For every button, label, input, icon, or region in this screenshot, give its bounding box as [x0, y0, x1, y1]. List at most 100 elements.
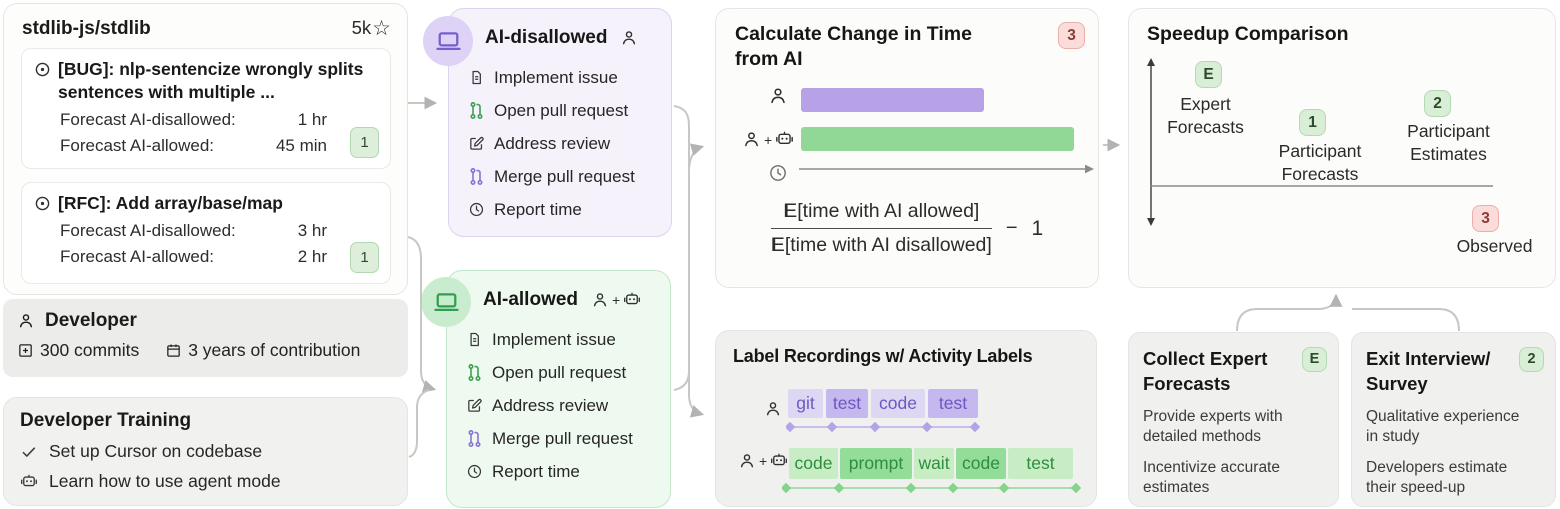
human-plus-ai-actor: +: [738, 452, 788, 470]
issue-header: [BUG]: nlp-sentencize wrongly splits sen…: [34, 58, 378, 104]
condition-title: AI-allowed: [483, 289, 579, 310]
condition-header: AI-allowed +: [447, 271, 670, 311]
robot-icon: [770, 452, 788, 470]
human-actor: [620, 29, 638, 47]
forecast-label: Forecast AI-disallowed:: [60, 110, 236, 129]
ai-disallowed-card: AI-disallowed Implement issue Open pull …: [423, 8, 672, 237]
issue-title: [RFC]: Add array/base/map: [58, 193, 283, 213]
ai-allowed-card: AI-allowed + Implement issue Open pull r…: [421, 270, 671, 508]
workflow-step: Report time: [466, 455, 670, 488]
plus-square-icon: [17, 342, 34, 359]
edit-icon: [468, 135, 485, 152]
person-icon: [742, 130, 761, 149]
exit-interview-card: Exit Interview/ 2 Survey Qualitative exp…: [1351, 332, 1556, 507]
card-title-line: Exit Interview/: [1366, 348, 1491, 369]
formula-fraction: E[time with AI allowed] E[time with AI d…: [770, 200, 992, 257]
forecast-value: 3 hr: [297, 221, 327, 240]
panel-title: Label Recordings w/ Activity Labels: [733, 346, 1033, 366]
step-label: Merge pull request: [492, 428, 633, 448]
commits-text: 300 commits: [40, 340, 140, 360]
activity-segment: test: [1008, 448, 1073, 479]
speedup-formula: E[time with AI allowed] E[time with AI d…: [732, 200, 1082, 257]
numerator-text: [time with AI allowed]: [797, 200, 980, 222]
laptop-badge: [421, 277, 471, 327]
participant-estimate-badge: 2: [1424, 90, 1451, 117]
person-icon: [738, 452, 756, 470]
expectation-symbol: E: [770, 234, 784, 256]
workflow-step: Report time: [468, 193, 671, 226]
person-icon: [764, 400, 782, 418]
human-timeline: [786, 421, 981, 433]
repo-header: stdlib-js/stdlib 5k ☆: [4, 4, 407, 40]
plus-icon: +: [764, 131, 773, 148]
developer-stats: 300 commits 3 years of contribution: [17, 340, 394, 361]
workflow-step: Address review: [466, 389, 670, 422]
training-item-text: Set up Cursor on codebase: [49, 441, 263, 461]
activity-segment: test: [826, 389, 868, 418]
workflow-step: Merge pull request: [468, 160, 671, 193]
step-label: Report time: [492, 461, 580, 481]
step-label: Address review: [492, 395, 609, 415]
merge-icon: [466, 430, 483, 447]
repo-title: stdlib-js/stdlib: [22, 18, 151, 39]
pull-request-icon: [468, 102, 485, 119]
document-icon: [468, 69, 485, 86]
denominator-text: [time with AI disallowed]: [784, 234, 992, 256]
expert-badge: E: [1302, 347, 1327, 372]
plus-icon: +: [759, 453, 768, 469]
contribution-text: 3 years of contribution: [188, 340, 361, 360]
forecast-value: 2 hr: [297, 247, 327, 266]
card-paragraph: Developers estimate their speed-up: [1366, 459, 1508, 496]
step-3-badge: 3: [1058, 22, 1085, 49]
participant-forecast-label: Participant Forecasts: [1278, 141, 1362, 184]
forecast-value: 45 min: [275, 136, 327, 155]
card-title-line: Collect Expert: [1143, 348, 1268, 369]
condition-header: AI-disallowed: [449, 9, 671, 49]
ai-timeline: [782, 482, 1082, 494]
step-label: Merge pull request: [494, 166, 635, 186]
issue-count-badge: 1: [350, 242, 379, 273]
clock-icon: [768, 163, 788, 183]
workflow-step: Implement issue: [466, 323, 670, 356]
condition-title: AI-disallowed: [485, 27, 608, 48]
activity-segment: wait: [914, 448, 954, 479]
clock-icon: [468, 201, 485, 218]
calculate-change-panel: Calculate Change in Time from AI 3 + E[t…: [715, 8, 1099, 288]
workflow-step: Implement issue: [468, 61, 671, 94]
issue-open-icon: [34, 195, 51, 215]
forecast-row: Forecast AI-disallowed: 1 hr: [34, 110, 378, 130]
expert-forecast-label: Expert Forecasts: [1167, 94, 1244, 137]
training-item: Learn how to use agent mode: [20, 471, 391, 492]
ai-activity-segments: code prompt wait code test: [789, 448, 1073, 479]
person-icon: [768, 86, 788, 106]
issue-title: [BUG]: nlp-sentencize wrongly splits sen…: [58, 59, 364, 102]
issue-header: [RFC]: Add array/base/map: [34, 192, 378, 215]
collect-expert-forecasts-card: Collect Expert E Forecasts Provide exper…: [1128, 332, 1339, 507]
activity-segment: test: [928, 389, 978, 418]
activity-segment: code: [871, 389, 925, 418]
comparison-axes: [1147, 58, 1493, 226]
issue-open-icon: [34, 61, 51, 104]
human-plus-ai-actor: +: [591, 291, 641, 309]
forecast-row: Forecast AI-allowed: 2 hr: [34, 247, 378, 267]
card-paragraph: Incentivize accurate estimates: [1143, 459, 1280, 496]
laptop-badge: [423, 16, 473, 66]
step-label: Open pull request: [494, 100, 629, 120]
issue-card-bug: [BUG]: nlp-sentencize wrongly splits sen…: [21, 48, 391, 169]
repo-star-count: 5k ☆: [352, 17, 391, 39]
workflow-step: Merge pull request: [466, 422, 670, 455]
forecast-label: Forecast AI-allowed:: [60, 247, 215, 266]
panel-title: Calculate Change in Time from AI: [735, 23, 972, 70]
developer-panel: Developer 300 commits 3 years of contrib…: [3, 299, 408, 377]
step-label: Address review: [494, 133, 611, 153]
robot-icon: [775, 130, 794, 149]
person-icon: [17, 312, 35, 330]
step-2-badge: 2: [1519, 347, 1544, 372]
document-icon: [466, 331, 483, 348]
workflow-steps: Implement issue Open pull request Addres…: [449, 61, 671, 226]
workflow-step: Address review: [468, 127, 671, 160]
training-title: Developer Training: [20, 410, 192, 431]
repo-panel: stdlib-js/stdlib 5k ☆ [BUG]: nlp-sentenc…: [3, 3, 408, 295]
issue-count-badge: 1: [350, 127, 379, 158]
